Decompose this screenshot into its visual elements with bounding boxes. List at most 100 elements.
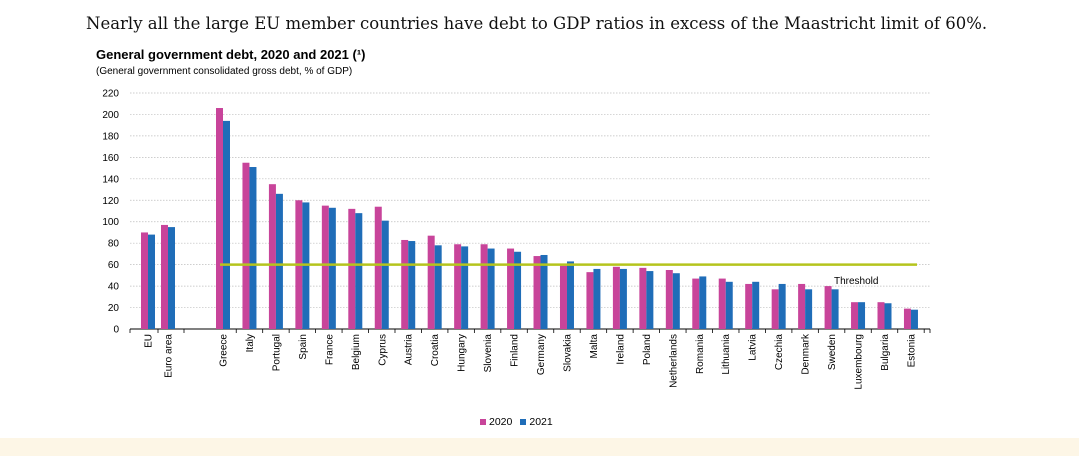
x-tick-label: Ireland xyxy=(615,334,626,365)
legend-label-2020: 2020 xyxy=(489,416,513,428)
bar-2021-slovakia xyxy=(566,261,574,329)
bar-2020-croatia xyxy=(427,235,435,329)
bar-2021-france xyxy=(328,207,336,329)
x-tick-label: Sweden xyxy=(827,334,838,370)
bar-2020-sweden xyxy=(824,286,832,329)
bar-2021-luxembourg xyxy=(858,302,866,329)
bar-2021-bulgaria xyxy=(884,303,892,329)
bar-2020-romania xyxy=(692,278,700,329)
legend: 2020 2021 xyxy=(480,416,553,428)
bar-2020-euro-area xyxy=(161,224,168,329)
y-tick-label: 140 xyxy=(102,174,119,185)
bar-2020-latvia xyxy=(745,283,753,329)
bar-2021-croatia xyxy=(434,245,442,329)
bar-2020-denmark xyxy=(798,283,806,329)
bar-2020-slovenia xyxy=(480,244,488,329)
bar-2021-estonia xyxy=(910,309,918,329)
x-tick-label: Cyprus xyxy=(377,334,388,366)
bar-chart: 0 20 40 60 80 100 120 140 160 180 200 220 Threshold E… xyxy=(102,89,931,390)
bar-2020-portugal xyxy=(268,184,276,329)
x-tick-label: Malta xyxy=(589,334,600,359)
x-tick-label: Denmark xyxy=(801,333,812,375)
bar-2021-sweden xyxy=(831,289,839,329)
x-tick-label: Croatia xyxy=(430,334,441,367)
legend-item-2021: 2021 xyxy=(520,416,553,428)
bar-2020-cyprus xyxy=(374,206,382,329)
bar-2021-finland xyxy=(514,251,522,329)
x-tick-label: Germany xyxy=(536,334,547,375)
x-tick-label: Finland xyxy=(510,334,521,367)
x-tick-label: Belgium xyxy=(351,334,362,370)
bar-2021-slovenia xyxy=(487,248,495,329)
y-tick-label: 60 xyxy=(108,260,120,271)
bar-2020-poland xyxy=(639,267,647,329)
bar-2021-germany xyxy=(540,254,548,329)
threshold-label: Threshold xyxy=(834,276,878,287)
bar-2020-italy xyxy=(242,162,250,329)
y-tick-label: 20 xyxy=(108,303,120,314)
legend-item-2020: 2020 xyxy=(480,416,512,428)
bar-2020-czechia xyxy=(771,289,779,329)
bar-2021-euro-area xyxy=(168,227,175,329)
bar-2021-italy xyxy=(249,167,257,329)
x-tick-label: France xyxy=(324,334,335,366)
x-tick-label: Lithuania xyxy=(721,334,732,375)
y-tick-label: 120 xyxy=(102,196,119,207)
caption: Nearly all the large EU member countries… xyxy=(86,14,988,33)
bar-2020-slovakia xyxy=(559,265,567,329)
y-tick-label: 180 xyxy=(102,131,119,142)
bar-2020-france xyxy=(321,205,329,329)
x-tick-label: Portugal xyxy=(271,334,282,371)
bar-2020-malta xyxy=(586,272,594,329)
x-tick-label: Italy xyxy=(245,334,256,352)
x-tick-label: Netherlands xyxy=(668,334,679,388)
bar-2020-luxembourg xyxy=(851,302,859,329)
x-tick-label: EU xyxy=(144,334,155,348)
bar-2021-ireland xyxy=(619,268,627,329)
bar-2020-bulgaria xyxy=(877,302,885,329)
legend-swatch-2021 xyxy=(520,419,527,425)
bar-2021-belgium xyxy=(355,213,363,329)
bar-2021-eu xyxy=(148,234,155,329)
bar-2021-malta xyxy=(593,268,601,329)
bar-2021-portugal xyxy=(275,193,283,329)
bar-2020-belgium xyxy=(348,208,356,329)
bar-2021-hungary xyxy=(461,246,469,329)
bar-2021-austria xyxy=(408,241,416,329)
x-tick-label: Euro area xyxy=(164,334,175,378)
x-tick-label: Poland xyxy=(642,334,653,365)
y-tick-label: 160 xyxy=(102,153,119,164)
bar-2021-cyprus xyxy=(381,220,389,329)
y-tick-label: 200 xyxy=(102,110,119,121)
chart-subtitle: (General government consolidated gross d… xyxy=(96,66,353,77)
bar-2020-greece xyxy=(216,108,223,329)
y-tick-label: 0 xyxy=(113,325,119,336)
x-tick-label: Romania xyxy=(695,334,706,374)
x-tick-label: Slovakia xyxy=(562,334,573,372)
y-tick-label: 100 xyxy=(102,217,119,228)
legend-swatch-2020 xyxy=(480,419,486,425)
bar-2021-romania xyxy=(699,276,707,329)
bar-2021-poland xyxy=(646,271,654,329)
x-tick-label: Luxembourg xyxy=(854,334,865,390)
x-tick-label: Hungary xyxy=(457,334,468,372)
y-tick-label: 80 xyxy=(108,239,120,250)
bar-2021-greece xyxy=(223,120,230,330)
legend-label-2021: 2021 xyxy=(529,416,553,428)
y-tick-label: 40 xyxy=(108,282,120,293)
x-tick-label: Austria xyxy=(404,334,415,366)
bar-2021-lithuania xyxy=(725,281,733,329)
x-tick-label: Bulgaria xyxy=(880,334,891,371)
x-tick-label: Greece xyxy=(219,334,230,367)
bar-2021-latvia xyxy=(752,281,760,329)
bar-2020-germany xyxy=(533,256,541,329)
chart-panel: Nearly all the large EU member countries… xyxy=(0,0,1079,438)
bar-2020-ireland xyxy=(612,266,620,329)
bar-2021-netherlands xyxy=(672,273,680,329)
bar-2020-hungary xyxy=(454,244,462,329)
bar-2020-finland xyxy=(507,248,515,329)
chart-title: General government debt, 2020 and 2021 (… xyxy=(96,47,366,62)
bar-2020-lithuania xyxy=(718,278,726,329)
x-tick-label: Latvia xyxy=(748,334,759,361)
x-tick-label: Slovenia xyxy=(483,334,494,373)
